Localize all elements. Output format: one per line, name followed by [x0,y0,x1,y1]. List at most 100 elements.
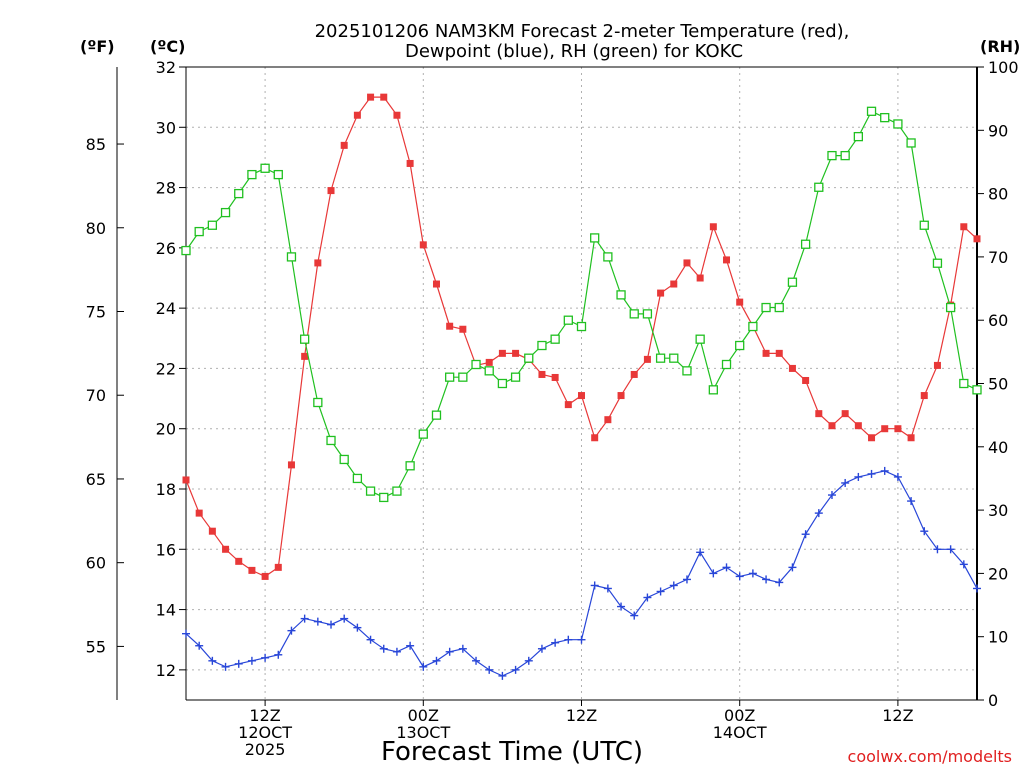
temperature-point [696,274,704,282]
rh-point [695,334,705,344]
celsius-tick-label: 18 [156,480,176,499]
celsius-tick-label: 24 [156,299,176,318]
dewpoint-point [748,569,757,578]
rh-point [524,353,534,363]
dewpoint-point [959,560,968,569]
temperature-point [353,111,361,119]
temperature-point [367,93,375,101]
rh-tick-label: 20 [988,564,1008,583]
temperature-point [512,349,520,357]
rh-point [286,252,297,262]
temperature-point [498,349,506,357]
dewpoint-point [788,563,797,572]
celsius-tick-label: 12 [156,661,176,680]
celsius-tick-label: 28 [156,179,176,198]
temperature-point [841,410,849,418]
dewpoint-point [300,614,309,623]
temperature-point [459,325,467,333]
dewpoint-point [287,626,296,635]
temperature-point [261,572,269,580]
rh-point [471,359,481,370]
dewpoint-point [867,469,876,478]
rh-point [207,220,218,230]
temperature-point [551,373,559,381]
dewpoint-point [577,635,586,644]
temperature-point [208,527,216,535]
rh-point [326,435,336,446]
rh-point [629,309,639,319]
rh-point [906,138,916,148]
rh-point [392,486,402,496]
temperature-point [907,434,915,442]
temperature-point [683,259,691,267]
rh-point [431,410,442,420]
rh-tick-label: 70 [988,248,1008,267]
dewpoint-point [524,656,533,665]
dewpoint-point [208,656,217,665]
rh-point [708,385,718,395]
temperature-point [973,235,981,243]
celsius-tick-label: 30 [156,118,176,137]
fahrenheit-tick-label: 75 [86,302,106,321]
dewpoint-point [709,569,718,578]
rh-point [445,372,455,382]
rh-point [853,131,863,142]
rh-tick-label: 10 [988,628,1008,647]
temperature-point [327,187,335,195]
temperature-point [643,355,651,363]
rh-point [642,309,653,319]
rh-point [590,233,600,243]
rh-point [787,277,798,287]
dewpoint-point [682,575,691,584]
x-tick-label: 12Z [249,706,280,725]
rh-point [761,302,771,313]
dewpoint-point [762,575,771,584]
temperature-point [195,509,203,517]
fahrenheit-tick-label: 80 [86,219,106,238]
rh-tick-label: 0 [988,691,998,710]
temperature-point [802,376,810,384]
x-axis-label: Forecast Time (UTC) [381,737,643,767]
celsius-tick-label: 16 [156,540,176,559]
temperature-point [960,223,968,231]
temperature-point [340,141,348,149]
temperature-point [564,401,572,409]
axis-ticks: 12 14 16 18 20 22 24 26 28 30 32 55 60 65 70 75 80 85 0 10 2… [86,58,1019,759]
temperature-point [868,434,876,442]
dewpoint-point [511,665,520,674]
rh-point [220,207,231,218]
dewpoint-point [419,662,428,671]
dewpoint-point [603,584,612,593]
rh-point [234,188,244,199]
dewpoint-point [261,653,270,662]
fahrenheit-axis-label: (ºF) [80,37,115,56]
dewpoint-point [617,602,626,611]
fahrenheit-tick-label: 85 [86,135,106,154]
rh-point [959,378,969,389]
rh-point [814,182,824,192]
dewpoint-point [485,665,494,674]
fahrenheit-tick-label: 65 [86,470,106,489]
dewpoint-point [432,656,441,665]
dewpoint-point [247,656,256,665]
dewpoint-point [643,593,652,602]
temperature-point [854,422,862,430]
dewpoint-point [920,527,929,536]
rh-tick-label: 90 [988,121,1008,140]
rh-tick-label: 60 [988,311,1008,330]
celsius-tick-label: 32 [156,58,176,77]
temperature-point [314,259,322,267]
temperature-point [920,392,928,400]
dewpoint-point [696,548,705,557]
celsius-tick-label: 22 [156,359,176,378]
temperature-point [736,298,744,306]
temperature-point [762,349,770,357]
dewpoint-point [392,647,401,656]
rh-point [273,169,283,180]
temperature-point [933,361,941,369]
temperature-point [406,159,414,167]
rh-point [379,492,389,503]
temperature-point [222,545,230,553]
rh-point [563,315,573,325]
